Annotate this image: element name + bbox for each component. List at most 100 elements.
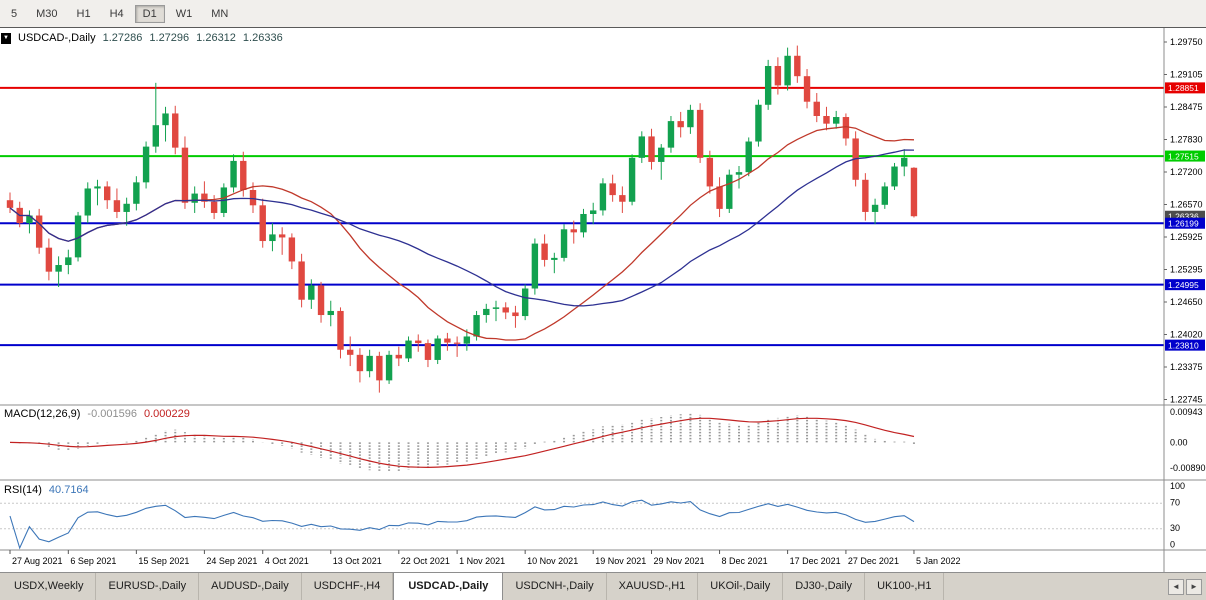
candle-body — [745, 141, 752, 173]
hline-price-label — [1165, 150, 1205, 162]
rsi-line — [9, 499, 915, 550]
candle-body — [94, 186, 101, 189]
tab-dj30-daily[interactable]: DJ30-,Daily — [783, 573, 866, 600]
candle-body — [327, 310, 334, 316]
candle-body — [755, 104, 762, 142]
timeframe-button-mn[interactable]: MN — [211, 7, 229, 20]
timeframe-button-m30[interactable]: M30 — [36, 7, 58, 20]
candle-body — [891, 166, 898, 187]
timeframe-button-h4[interactable]: H4 — [109, 7, 124, 20]
candle-body — [658, 147, 665, 162]
time-axis-label: 4 Oct 2021 — [265, 556, 309, 566]
candle-body — [152, 125, 159, 147]
tab-uk100-h1[interactable]: UK100-,H1 — [865, 573, 945, 600]
candle-body — [871, 204, 879, 212]
candle-body — [385, 354, 393, 381]
candle-body — [133, 182, 140, 204]
candle-body — [298, 261, 305, 300]
timeframe-button-h1[interactable]: H1 — [76, 7, 91, 20]
candle-body — [434, 338, 441, 360]
candle-body — [473, 315, 480, 337]
candle-body — [531, 243, 539, 289]
price-axis-label: 1.28475 — [1170, 102, 1203, 112]
macd-axis-zero: 0.00 — [1170, 437, 1188, 447]
candle-body — [687, 109, 694, 128]
candle-body — [823, 116, 830, 124]
hline-price-label — [1165, 217, 1205, 229]
candle-body — [628, 157, 636, 202]
tab-usdx-weekly[interactable]: USDX,Weekly — [2, 573, 97, 600]
candle-body — [55, 265, 62, 272]
time-axis-label: 29 Nov 2021 — [654, 556, 705, 566]
timeframe-button-w1[interactable]: W1 — [175, 7, 193, 20]
candle-body — [424, 343, 432, 360]
time-axis-label: 6 Sep 2021 — [70, 556, 116, 566]
candle-body — [142, 146, 150, 183]
candle-body — [813, 101, 820, 117]
timeframe-toolbar: 5 M30 H1 H4 D1 W1 MN — [0, 0, 1206, 28]
tab-eurusd-daily[interactable]: EURUSD-,Daily — [96, 573, 200, 600]
candle-body — [366, 355, 373, 372]
candle-body — [560, 229, 568, 258]
candle-body — [35, 215, 43, 248]
time-axis-label: 1 Nov 2021 — [459, 556, 505, 566]
candle-body — [667, 121, 675, 148]
tab-scroll-right-button[interactable]: ► — [1186, 578, 1202, 595]
price-axis-label: 1.24020 — [1170, 330, 1203, 340]
tab-usdcad-daily[interactable]: USDCAD-,Daily — [393, 573, 504, 600]
collapse-chart-icon[interactable]: ▼ — [1, 32, 11, 44]
tab-ukoil-daily[interactable]: UKOil-,Daily — [698, 573, 784, 600]
candle-body — [278, 234, 286, 238]
candle-body — [551, 257, 558, 260]
candle-body — [881, 186, 888, 205]
candle-body — [833, 117, 840, 124]
candle-body — [910, 167, 918, 217]
tab-scroll-left-button[interactable]: ◄ — [1168, 578, 1184, 595]
macd-signal-line — [9, 417, 915, 469]
time-axis-label: 13 Oct 2021 — [333, 556, 382, 566]
tab-xauusd-h1[interactable]: XAUUSD-,H1 — [607, 573, 699, 600]
candle-body — [862, 179, 869, 212]
candle-body — [706, 157, 714, 187]
price-axis-label: 1.25295 — [1170, 265, 1203, 275]
candle-body — [794, 55, 801, 77]
usdcad-chart-canvas[interactable]: 1.29750 1.29105 1.28475 1.27830 1.27200 1.265… — [0, 28, 1206, 572]
hline-price-label-text: 1.28851 — [1168, 83, 1199, 93]
candle-body — [6, 200, 14, 208]
candle-body — [541, 243, 548, 260]
macd-axis-max: 0.00943 — [1170, 407, 1203, 417]
tab-usdchf-h4[interactable]: USDCHF-,H4 — [302, 573, 394, 600]
candle-body — [376, 355, 383, 381]
candle-body — [172, 113, 179, 148]
price-axis-label: 1.27830 — [1170, 135, 1203, 145]
tab-audusd-daily[interactable]: AUDUSD-,Daily — [199, 573, 302, 600]
tab-scrollbar: ◄ ► — [1168, 573, 1204, 600]
timeframe-button-d1[interactable]: D1 — [134, 4, 165, 23]
candle-body — [308, 285, 315, 300]
candle-body — [113, 200, 121, 212]
macd-axis-min: -0.00890 — [1170, 463, 1206, 473]
chart-window: 1.29750 1.29105 1.28475 1.27830 1.27200 1.265… — [0, 28, 1206, 572]
time-axis-label: 10 Nov 2021 — [527, 556, 578, 566]
rsi-axis-70: 70 — [1170, 498, 1180, 508]
tab-usdcnh-daily[interactable]: USDCNH-,Daily — [503, 573, 607, 600]
candle-body — [590, 210, 597, 214]
candle-body — [502, 307, 509, 313]
hline-price-label-text: 1.26199 — [1168, 218, 1199, 228]
candle-body — [453, 342, 461, 344]
candle-body — [104, 186, 111, 201]
candle-body — [230, 160, 237, 188]
price-axis-label: 1.22745 — [1170, 395, 1203, 405]
candle-body — [599, 183, 607, 211]
candle-body — [444, 338, 451, 343]
time-axis-label: 15 Sep 2021 — [138, 556, 189, 566]
time-axis-label: 8 Dec 2021 — [722, 556, 768, 566]
candle-body — [65, 257, 72, 266]
candle-body — [123, 203, 130, 212]
price-axis-label: 1.29750 — [1170, 37, 1203, 47]
timeframe-button-5[interactable]: 5 — [11, 7, 18, 20]
price-axis-label: 1.26570 — [1170, 200, 1203, 210]
candle-body — [619, 195, 626, 202]
candle-body — [191, 193, 198, 203]
rsi-axis-100: 100 — [1170, 481, 1185, 491]
